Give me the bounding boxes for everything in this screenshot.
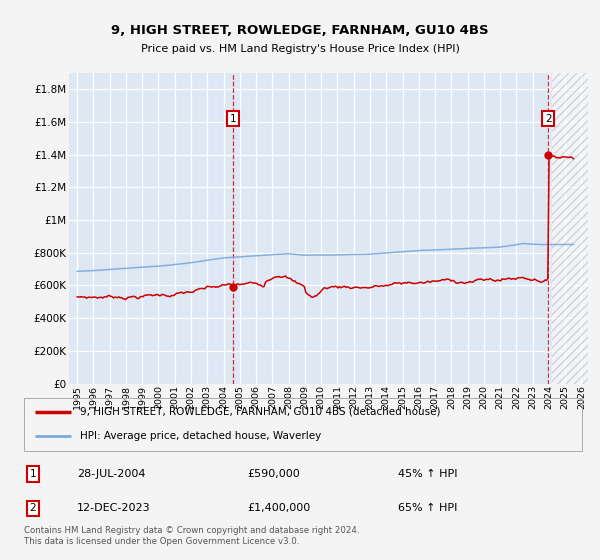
Text: 2: 2 — [545, 114, 551, 124]
Text: 1: 1 — [230, 114, 236, 124]
Text: 1: 1 — [29, 469, 36, 479]
Text: 12-DEC-2023: 12-DEC-2023 — [77, 503, 151, 514]
Text: £590,000: £590,000 — [247, 469, 300, 479]
Bar — [552, 73, 588, 384]
Text: 9, HIGH STREET, ROWLEDGE, FARNHAM, GU10 4BS: 9, HIGH STREET, ROWLEDGE, FARNHAM, GU10 … — [111, 24, 489, 38]
Text: 2: 2 — [29, 503, 36, 514]
Text: HPI: Average price, detached house, Waverley: HPI: Average price, detached house, Wave… — [80, 431, 321, 441]
Text: Contains HM Land Registry data © Crown copyright and database right 2024.
This d: Contains HM Land Registry data © Crown c… — [24, 526, 359, 546]
Text: 65% ↑ HPI: 65% ↑ HPI — [398, 503, 457, 514]
Text: 28-JUL-2004: 28-JUL-2004 — [77, 469, 146, 479]
Text: 45% ↑ HPI: 45% ↑ HPI — [398, 469, 457, 479]
Text: £1,400,000: £1,400,000 — [247, 503, 310, 514]
Text: 9, HIGH STREET, ROWLEDGE, FARNHAM, GU10 4BS (detached house): 9, HIGH STREET, ROWLEDGE, FARNHAM, GU10 … — [80, 407, 440, 417]
Text: Price paid vs. HM Land Registry's House Price Index (HPI): Price paid vs. HM Land Registry's House … — [140, 44, 460, 54]
